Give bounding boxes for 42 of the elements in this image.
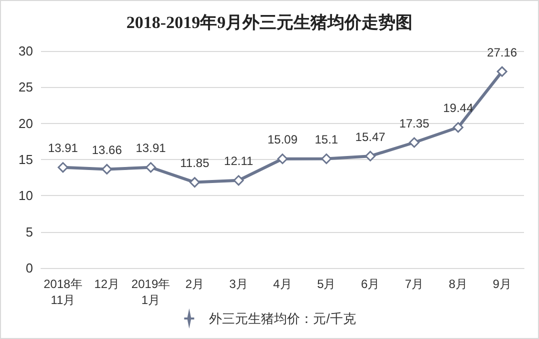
- x-tick-label: 5月: [317, 277, 336, 291]
- y-tick-label: 30: [18, 44, 33, 58]
- x-tick-label: 7月: [404, 277, 424, 291]
- data-label: 13.91: [136, 141, 166, 156]
- data-label: 11.85: [180, 156, 210, 170]
- data-label: 19.44: [443, 101, 474, 116]
- x-tick-label: 2019年 1月: [131, 277, 170, 307]
- x-tick-label: 3月: [229, 277, 248, 291]
- point: [496, 66, 508, 77]
- data-label: 13.91: [48, 141, 78, 156]
- data-label: 15.1: [314, 132, 338, 147]
- data-label: 13.66: [92, 142, 122, 157]
- data-label: 15.09: [267, 132, 298, 147]
- y-tick-label: 15: [18, 152, 33, 167]
- legend-label: 外三元生猪均价：元/千克: [209, 311, 356, 326]
- x-tick-label: 12月: [94, 277, 120, 291]
- y-tick-label: 10: [18, 188, 33, 204]
- point: [189, 177, 200, 188]
- point: [277, 154, 288, 164]
- y-tick-label: 20: [18, 116, 33, 131]
- point: [365, 150, 376, 162]
- point: [233, 175, 244, 186]
- data-label: 17.35: [399, 116, 430, 130]
- x-tick-label: 6月: [360, 277, 380, 291]
- data-label: 27.16: [487, 45, 518, 60]
- point: [146, 162, 156, 173]
- x-tick-label: 2月: [185, 277, 204, 291]
- x-tick-label: 2018年 11月: [44, 277, 82, 307]
- data-label: 15.47: [355, 130, 386, 144]
- y-tick-label: 25: [18, 80, 33, 95]
- point: [102, 164, 112, 174]
- point: [58, 162, 68, 173]
- point: [321, 154, 332, 164]
- point: [408, 137, 420, 148]
- point: [452, 122, 464, 133]
- data-label: 12.11: [224, 154, 254, 168]
- x-tick-label: 4月: [273, 277, 292, 291]
- y-tick-label: 5: [26, 224, 33, 240]
- x-tick-label: 9月: [492, 277, 512, 291]
- chart-title: 2018-2019年9月外三元生猪均价走势图: [126, 13, 413, 32]
- y-tick-label: 0: [26, 260, 33, 276]
- x-tick-label: 8月: [448, 277, 468, 291]
